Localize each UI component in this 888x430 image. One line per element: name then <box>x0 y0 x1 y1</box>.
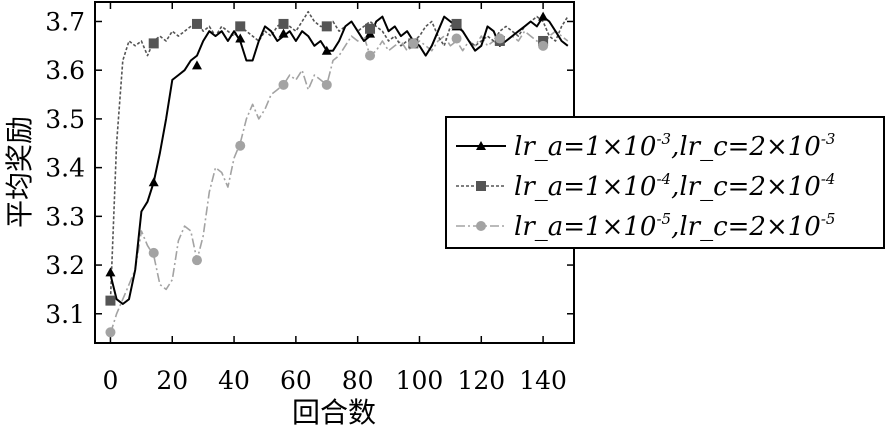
y-tick-label: 3.7 <box>45 7 85 36</box>
x-tick-label: 60 <box>280 366 312 395</box>
series-marker-a <box>321 45 332 55</box>
y-tick-label: 3.3 <box>45 202 85 231</box>
series-marker-c <box>321 79 332 90</box>
y-axis-label: 平均奖励 <box>3 116 36 228</box>
legend: lr_a=1×10-3,lr_c=2×10-3 lr_a=1×10-4,lr_c=… <box>445 116 885 249</box>
series-marker-c <box>408 38 419 49</box>
series-marker-c <box>148 247 159 258</box>
legend-label-a: lr_a=1×10-3,lr_c=2×10-3 <box>514 130 835 162</box>
series-marker-b <box>365 23 376 34</box>
y-tick-label: 3.6 <box>45 56 85 85</box>
y-tick-label: 3.5 <box>45 105 85 134</box>
series-marker-a <box>148 177 159 187</box>
legend-marker-c <box>476 221 486 231</box>
x-tick-label: 120 <box>457 366 505 395</box>
legend-marker-a <box>476 141 486 150</box>
y-tick-label: 3.4 <box>45 154 85 183</box>
y-tick-label: 3.1 <box>45 300 85 329</box>
series-marker-a <box>235 33 246 43</box>
series-marker-b <box>235 21 246 32</box>
x-tick-label: 100 <box>396 366 444 395</box>
series-marker-c <box>494 33 505 44</box>
x-axis-label: 回合数 <box>292 396 376 429</box>
series-line-b <box>109 10 569 300</box>
series-marker-c <box>365 50 376 61</box>
series-markers <box>105 11 549 338</box>
legend-label-c: lr_a=1×10-5,lr_c=2×10-5 <box>514 210 835 242</box>
legend-label-b: lr_a=1×10-4,lr_c=2×10-4 <box>514 170 835 202</box>
x-tick-label: 20 <box>156 366 188 395</box>
series-marker-a <box>278 28 289 38</box>
series-marker-b <box>451 18 462 29</box>
x-tick-label: 0 <box>102 366 118 395</box>
series-marker-b <box>105 295 116 306</box>
series-lines <box>109 10 569 334</box>
series-marker-c <box>278 79 289 90</box>
series-marker-a <box>105 267 116 277</box>
series-marker-b <box>148 38 159 49</box>
series-marker-b <box>321 21 332 32</box>
legend-frame <box>445 116 885 249</box>
series-marker-a <box>538 11 549 21</box>
series-marker-b <box>191 18 202 29</box>
y-tick-label: 3.2 <box>45 251 85 280</box>
x-tick-label: 80 <box>342 366 374 395</box>
series-marker-c <box>235 140 246 151</box>
series-marker-c <box>538 40 549 51</box>
x-tick-label: 40 <box>218 366 250 395</box>
series-line-a <box>109 15 569 305</box>
axis-ticks: 0 20 40 60 80 100 120 140 3.1 3.2 3.3 3.4 3.5 3.6 3.7 <box>45 2 574 395</box>
series-marker-b <box>278 18 289 29</box>
series-marker-a <box>191 60 202 70</box>
series-marker-c <box>105 327 116 338</box>
x-tick-label: 140 <box>519 366 567 395</box>
series-marker-c <box>451 33 462 44</box>
series-marker-c <box>191 255 202 266</box>
legend-marker-b <box>476 181 486 191</box>
series-line-c <box>109 30 569 334</box>
